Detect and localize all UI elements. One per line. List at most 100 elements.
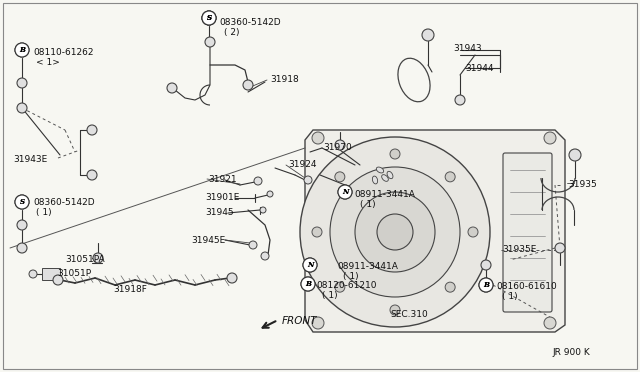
Text: ( 2): ( 2) bbox=[224, 28, 239, 37]
Ellipse shape bbox=[387, 171, 393, 179]
Text: B: B bbox=[19, 46, 25, 54]
Circle shape bbox=[455, 95, 465, 105]
Text: 08360-5142D: 08360-5142D bbox=[33, 198, 95, 207]
Text: 31943: 31943 bbox=[453, 44, 482, 53]
Circle shape bbox=[53, 275, 63, 285]
Text: SEC.310: SEC.310 bbox=[390, 310, 428, 319]
Text: 31901E: 31901E bbox=[205, 193, 239, 202]
Ellipse shape bbox=[376, 167, 384, 173]
Text: 08911-3441A: 08911-3441A bbox=[354, 190, 415, 199]
Circle shape bbox=[479, 278, 493, 292]
Ellipse shape bbox=[372, 176, 378, 184]
Circle shape bbox=[422, 29, 434, 41]
Circle shape bbox=[338, 185, 352, 199]
Text: 31918F: 31918F bbox=[113, 285, 147, 294]
Circle shape bbox=[390, 305, 400, 315]
Text: 31945: 31945 bbox=[205, 208, 234, 217]
Circle shape bbox=[29, 270, 37, 278]
Text: S: S bbox=[19, 198, 24, 206]
Text: B: B bbox=[305, 280, 311, 288]
Circle shape bbox=[17, 78, 27, 88]
Circle shape bbox=[93, 253, 103, 263]
Text: ( 1): ( 1) bbox=[343, 272, 358, 281]
Text: B: B bbox=[19, 46, 25, 54]
Text: 31935E: 31935E bbox=[502, 245, 536, 254]
Circle shape bbox=[304, 176, 312, 184]
Circle shape bbox=[254, 177, 262, 185]
Circle shape bbox=[312, 317, 324, 329]
Circle shape bbox=[260, 207, 266, 213]
Text: 31943E: 31943E bbox=[13, 155, 47, 164]
Circle shape bbox=[15, 195, 29, 209]
Text: 31944: 31944 bbox=[465, 64, 493, 73]
Circle shape bbox=[300, 137, 490, 327]
Text: 31935: 31935 bbox=[568, 180, 596, 189]
Circle shape bbox=[17, 220, 27, 230]
Ellipse shape bbox=[381, 175, 388, 181]
Circle shape bbox=[390, 149, 400, 159]
Circle shape bbox=[330, 167, 460, 297]
Text: 31918: 31918 bbox=[270, 75, 299, 84]
Circle shape bbox=[243, 80, 253, 90]
Circle shape bbox=[205, 37, 215, 47]
Circle shape bbox=[335, 172, 345, 182]
Circle shape bbox=[261, 252, 269, 260]
Circle shape bbox=[544, 317, 556, 329]
Circle shape bbox=[335, 140, 345, 150]
Circle shape bbox=[167, 83, 177, 93]
Text: B: B bbox=[483, 281, 489, 289]
Circle shape bbox=[312, 132, 324, 144]
Circle shape bbox=[303, 258, 317, 272]
Polygon shape bbox=[305, 130, 565, 332]
Circle shape bbox=[303, 258, 317, 272]
Circle shape bbox=[17, 103, 27, 113]
Text: B: B bbox=[483, 281, 489, 289]
Circle shape bbox=[338, 185, 352, 199]
Text: ( 1): ( 1) bbox=[36, 208, 52, 217]
Circle shape bbox=[312, 227, 322, 237]
Circle shape bbox=[249, 241, 257, 249]
Text: 08360-5142D: 08360-5142D bbox=[219, 18, 280, 27]
Text: 08160-61610: 08160-61610 bbox=[496, 282, 557, 291]
Circle shape bbox=[479, 278, 493, 292]
Circle shape bbox=[355, 192, 435, 272]
Circle shape bbox=[335, 282, 345, 292]
Text: S: S bbox=[207, 14, 211, 22]
Circle shape bbox=[555, 243, 565, 253]
FancyBboxPatch shape bbox=[42, 268, 60, 280]
Circle shape bbox=[544, 132, 556, 144]
Text: N: N bbox=[307, 261, 313, 269]
Text: 31051P: 31051P bbox=[57, 269, 91, 278]
Circle shape bbox=[267, 191, 273, 197]
Text: 31970: 31970 bbox=[323, 143, 352, 152]
Text: 08911-3441A: 08911-3441A bbox=[337, 262, 398, 271]
Circle shape bbox=[301, 277, 315, 291]
Text: ( 1): ( 1) bbox=[360, 200, 376, 209]
Circle shape bbox=[202, 11, 216, 25]
Circle shape bbox=[301, 277, 315, 291]
Circle shape bbox=[227, 273, 237, 283]
Text: S: S bbox=[207, 14, 211, 22]
Circle shape bbox=[15, 43, 29, 57]
Text: S: S bbox=[207, 14, 211, 22]
Text: 08120-61210: 08120-61210 bbox=[316, 281, 376, 290]
Circle shape bbox=[87, 125, 97, 135]
Text: 31945E: 31945E bbox=[191, 236, 225, 245]
Text: N: N bbox=[342, 188, 348, 196]
Text: B: B bbox=[305, 280, 311, 288]
Text: FRONT: FRONT bbox=[282, 316, 317, 326]
Text: S: S bbox=[19, 198, 24, 206]
Text: 08110-61262: 08110-61262 bbox=[33, 48, 93, 57]
Text: JR 900 K: JR 900 K bbox=[552, 348, 589, 357]
Text: 31921: 31921 bbox=[208, 175, 237, 184]
Circle shape bbox=[202, 11, 216, 25]
Circle shape bbox=[87, 170, 97, 180]
Circle shape bbox=[377, 214, 413, 250]
Text: 31051PA: 31051PA bbox=[65, 255, 104, 264]
Text: ( 1): ( 1) bbox=[502, 292, 518, 301]
Text: 31924: 31924 bbox=[288, 160, 317, 169]
Text: N: N bbox=[342, 188, 348, 196]
Circle shape bbox=[481, 260, 491, 270]
Circle shape bbox=[569, 149, 581, 161]
Circle shape bbox=[445, 172, 455, 182]
